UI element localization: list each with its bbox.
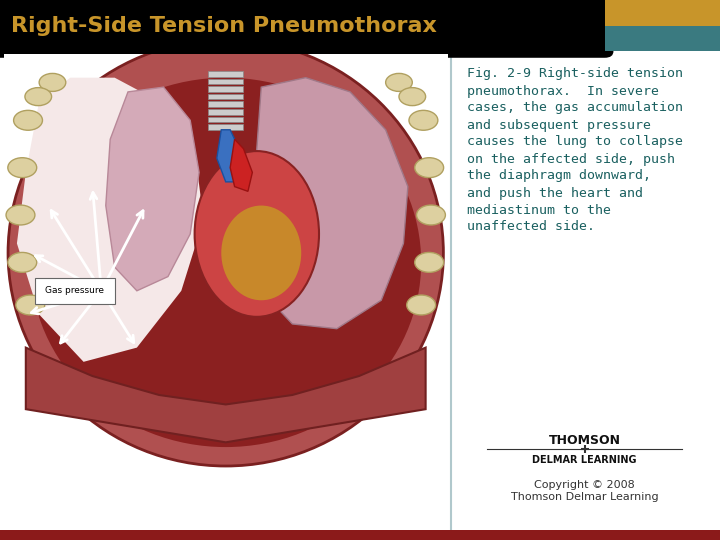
Bar <box>605 25 720 51</box>
Text: Fig. 2-9 Right-side tension
pneumothorax.  In severe
cases, the gas accumulation: Fig. 2-9 Right-side tension pneumothorax… <box>467 68 683 233</box>
Bar <box>208 79 243 84</box>
Ellipse shape <box>30 78 421 447</box>
Bar <box>208 94 243 99</box>
Ellipse shape <box>8 252 37 272</box>
Text: Copyright © 2008
Thomson Delmar Learning: Copyright © 2008 Thomson Delmar Learning <box>510 480 659 502</box>
Polygon shape <box>230 139 253 191</box>
Bar <box>605 0 720 25</box>
Polygon shape <box>26 348 426 442</box>
Ellipse shape <box>194 151 319 317</box>
Ellipse shape <box>417 205 446 225</box>
Ellipse shape <box>6 205 35 225</box>
Bar <box>35 278 114 304</box>
Ellipse shape <box>8 40 444 466</box>
Ellipse shape <box>25 87 52 106</box>
Text: Gas pressure: Gas pressure <box>45 286 104 295</box>
Text: Right-Side Tension Pneumothorax: Right-Side Tension Pneumothorax <box>11 16 436 36</box>
Bar <box>208 102 243 107</box>
Ellipse shape <box>399 87 426 106</box>
Ellipse shape <box>386 73 413 91</box>
Ellipse shape <box>415 158 444 178</box>
Ellipse shape <box>14 110 42 130</box>
Bar <box>208 109 243 114</box>
Bar <box>0 0 605 51</box>
Polygon shape <box>217 130 243 182</box>
Bar <box>208 124 243 130</box>
Polygon shape <box>106 87 199 291</box>
Ellipse shape <box>415 252 444 272</box>
Polygon shape <box>253 78 408 329</box>
Text: THOMSON: THOMSON <box>549 434 621 447</box>
Text: DELMAR LEARNING: DELMAR LEARNING <box>532 455 637 465</box>
Ellipse shape <box>39 73 66 91</box>
Polygon shape <box>17 78 204 362</box>
Bar <box>208 71 243 77</box>
Ellipse shape <box>8 158 37 178</box>
Bar <box>208 86 243 92</box>
Ellipse shape <box>409 110 438 130</box>
Bar <box>0 530 720 540</box>
Bar <box>208 117 243 122</box>
Ellipse shape <box>16 295 45 315</box>
Ellipse shape <box>221 206 301 300</box>
FancyBboxPatch shape <box>0 0 613 58</box>
Ellipse shape <box>407 295 436 315</box>
